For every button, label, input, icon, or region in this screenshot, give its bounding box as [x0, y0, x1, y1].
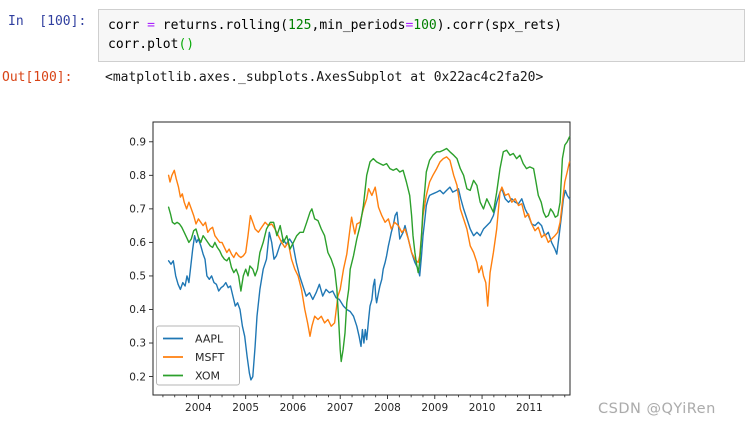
csdn-watermark: CSDN @QYiRen: [598, 401, 716, 417]
x-minor-ticks: [162, 395, 566, 398]
rolling-correlation-chart: 2004 2005 2006 2007 2008 2009 2010 20110.20.30.…: [129, 121, 571, 414]
input-prompt: In [100]:: [8, 14, 87, 29]
y-tick-label: 0.6: [129, 237, 146, 249]
x-tick-label: 2005: [232, 402, 259, 414]
y-tick-label: 0.9: [129, 136, 146, 148]
x-tick-label: 2006: [280, 402, 307, 414]
x-tick-label: 2009: [421, 402, 448, 414]
legend-label-xom: XOM: [195, 369, 220, 382]
output-repr-text: <matplotlib.axes._subplots.AxesSubplot a…: [105, 70, 544, 85]
y-tick-label: 0.2: [129, 371, 146, 383]
x-tick-label: 2011: [516, 402, 543, 414]
legend: AAPL MSFT XOM: [156, 325, 240, 386]
y-tick-label: 0.8: [129, 170, 146, 182]
legend-box: [156, 325, 240, 386]
series-line-xom: [167, 136, 571, 363]
code-cell[interactable]: corr = returns.rolling(125,min_periods=1…: [98, 9, 745, 62]
code-line[interactable]: corr = returns.rolling(125,min_periods=1…: [108, 18, 562, 33]
y-tick-label: 0.5: [129, 271, 146, 283]
y-tick-label: 0.7: [129, 204, 146, 216]
axes-frame: [152, 121, 571, 396]
code-line[interactable]: corr.plot(): [108, 37, 195, 52]
x-axis-ticks: 2004 2005 2006 2007 2008 2009 2010 2011: [185, 395, 543, 414]
output-prompt: Out[100]:: [2, 70, 73, 85]
x-tick-label: 2004: [185, 402, 212, 414]
x-tick-label: 2010: [469, 402, 496, 414]
y-tick-label: 0.4: [129, 304, 146, 316]
legend-label-msft: MSFT: [195, 351, 225, 364]
matplotlib-figure: 2004 2005 2006 2007 2008 2009 2010 2011 0.2 0.3 0.…: [110, 105, 630, 435]
y-axis-ticks: 0.2 0.3 0.4 0.5 0.6 0.7 0.8 0.9: [129, 136, 153, 383]
x-tick-label: 2007: [327, 402, 354, 414]
x-tick-label: 2008: [374, 402, 401, 414]
y-tick-label: 0.3: [129, 338, 146, 350]
legend-label-aapl: AAPL: [195, 332, 224, 345]
series-line-aapl: [167, 186, 571, 381]
series-line-msft: [167, 156, 571, 338]
